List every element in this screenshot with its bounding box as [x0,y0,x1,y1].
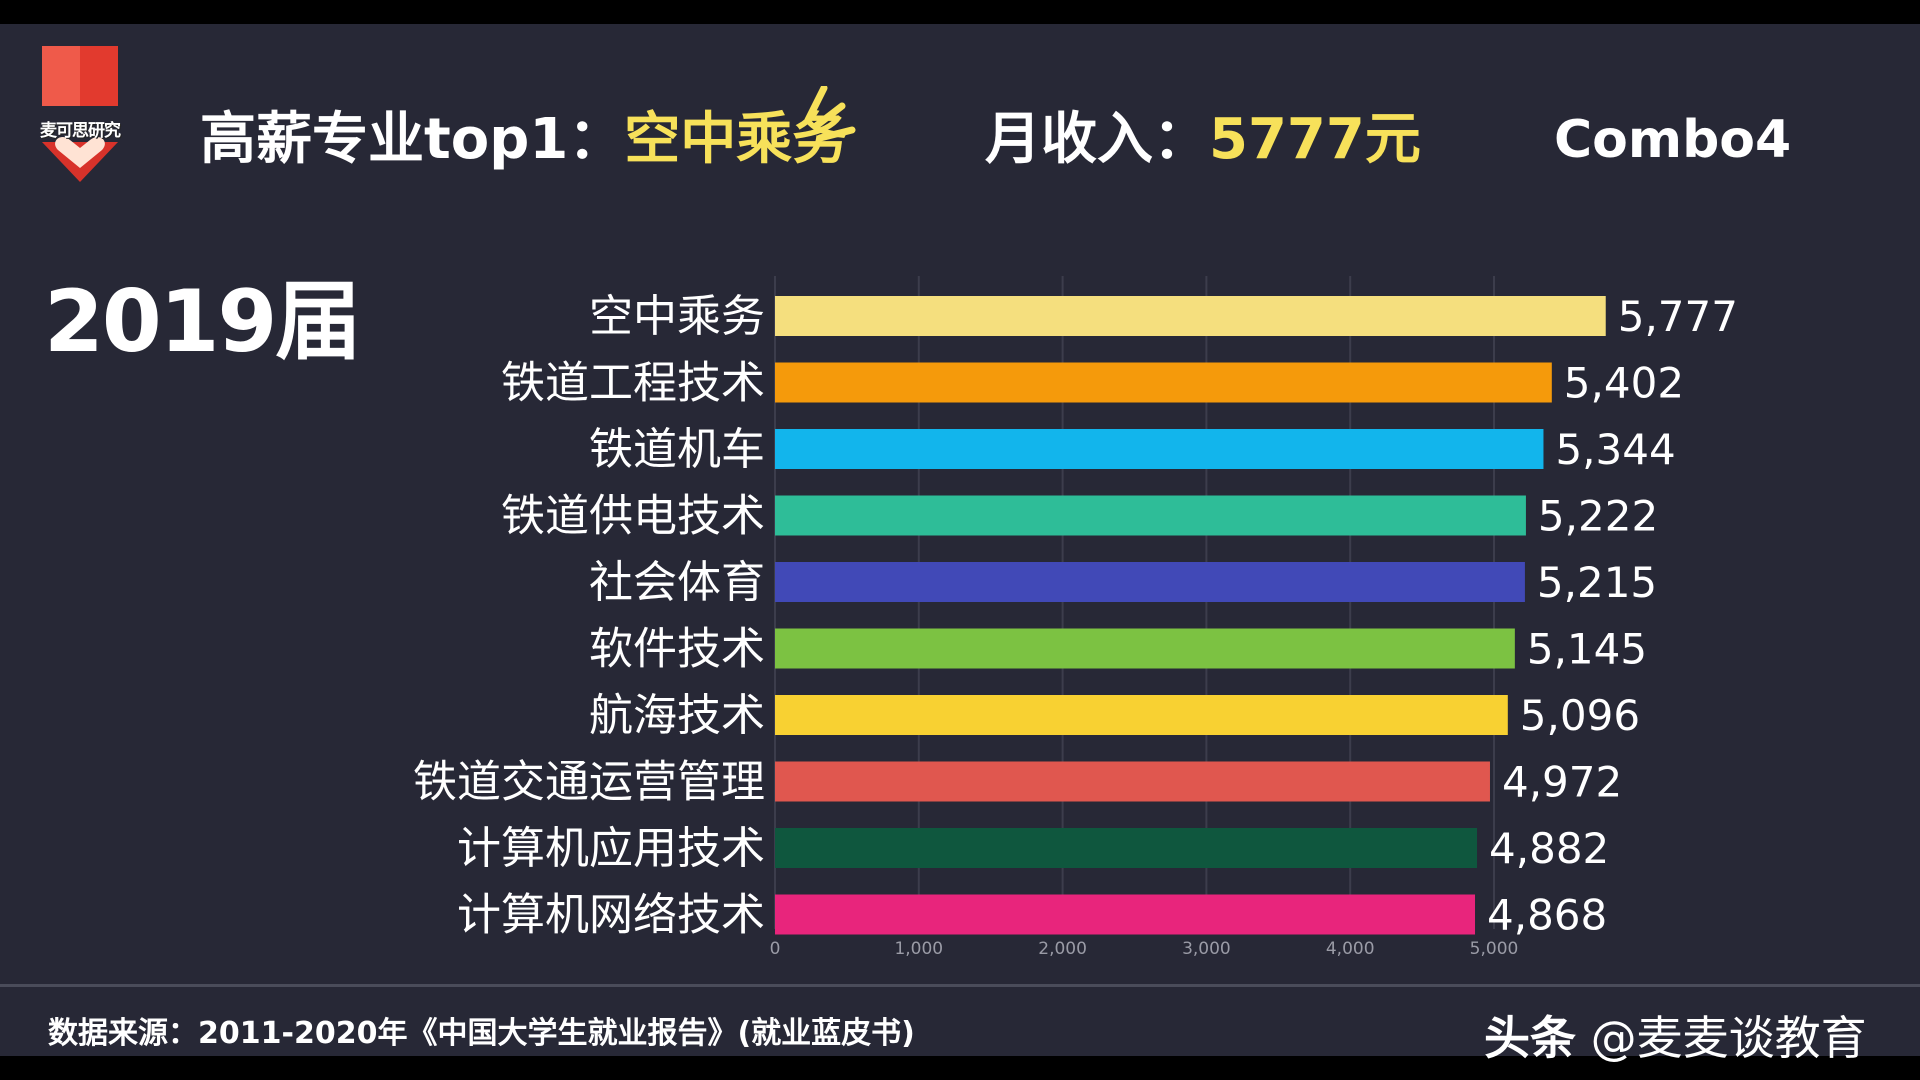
bar-chart: 空中乘务 5,777 铁道工程技术 5,402 铁道机车 5,344 铁道供电技术 5,222… [413,276,1738,959]
value-label: 4,882 [1489,824,1609,873]
x-tick-label: 4,000 [1326,939,1375,959]
brand-prefix: 头条 [1484,1011,1576,1065]
category-label: 铁道工程技术 [501,358,765,409]
label-layer: 空中乘务 5,777 铁道工程技术 5,402 铁道机车 5,344 铁道供电技术 5,222… [413,291,1738,941]
sparkle-icon [804,86,856,142]
footer-brand: 头条 @麦麦谈教育 [1484,1010,1867,1066]
x-tick-label: 2,000 [1038,939,1087,959]
category-label: 铁道机车 [589,424,765,475]
tick-layer: 0 1,000 2,000 3,000 4,000 5,000 [770,939,1519,959]
combo-label: Combo4 [1554,110,1792,170]
title-prefix: 高薪专业top1： [200,107,625,172]
x-tick-label: 1,000 [894,939,943,959]
category-label: 铁道交通运营管理 [413,757,765,808]
value-label: 4,972 [1502,758,1622,807]
bar [775,362,1552,403]
bar [775,894,1476,935]
value-label: 5,402 [1564,359,1684,408]
x-tick-label: 0 [770,939,781,959]
bar [775,761,1490,802]
year-label: 2019届 [44,272,361,372]
logo-icon [42,46,118,182]
footer-divider [0,984,1920,987]
x-tick-label: 5,000 [1470,939,1519,959]
value-label: 5,777 [1618,292,1738,341]
value-label: 5,145 [1527,625,1647,674]
stage: 麦可思研究 高薪专业top1：空中乘务 月收入：5777元 Combo4 201… [0,24,1920,1065]
category-label: 航海技术 [589,690,765,741]
category-label: 计算机应用技术 [457,823,765,874]
value-label: 5,096 [1520,691,1640,740]
bar [775,695,1508,735]
category-label: 空中乘务 [589,291,765,342]
x-tick-label: 3,000 [1182,939,1231,959]
value-label: 5,215 [1537,558,1657,607]
bar [775,828,1478,868]
value-label: 5,344 [1555,425,1675,474]
bar-layer [775,296,1606,935]
bar [775,562,1525,602]
category-label: 社会体育 [589,557,765,608]
income-prefix: 月收入： [985,107,1209,172]
brand-handle: @麦麦谈教育 [1590,1011,1867,1065]
bar [775,495,1526,536]
bar [775,296,1606,336]
bar [775,628,1515,669]
header-title: 高薪专业top1：空中乘务 [200,100,848,180]
category-label: 计算机网络技术 [457,890,765,941]
footer-source: 数据来源：2011-2020年《中国大学生就业报告》(就业蓝皮书) [48,1016,915,1051]
value-label: 5,222 [1538,492,1658,541]
value-label: 4,868 [1487,891,1607,940]
bar [775,429,1544,469]
income-value: 5777元 [1209,107,1421,172]
category-label: 软件技术 [589,624,765,675]
income-header: 月收入：5777元 [985,100,1421,180]
logo: 麦可思研究 [20,46,140,196]
category-label: 铁道供电技术 [501,491,765,542]
logo-text: 麦可思研究 [40,121,121,141]
